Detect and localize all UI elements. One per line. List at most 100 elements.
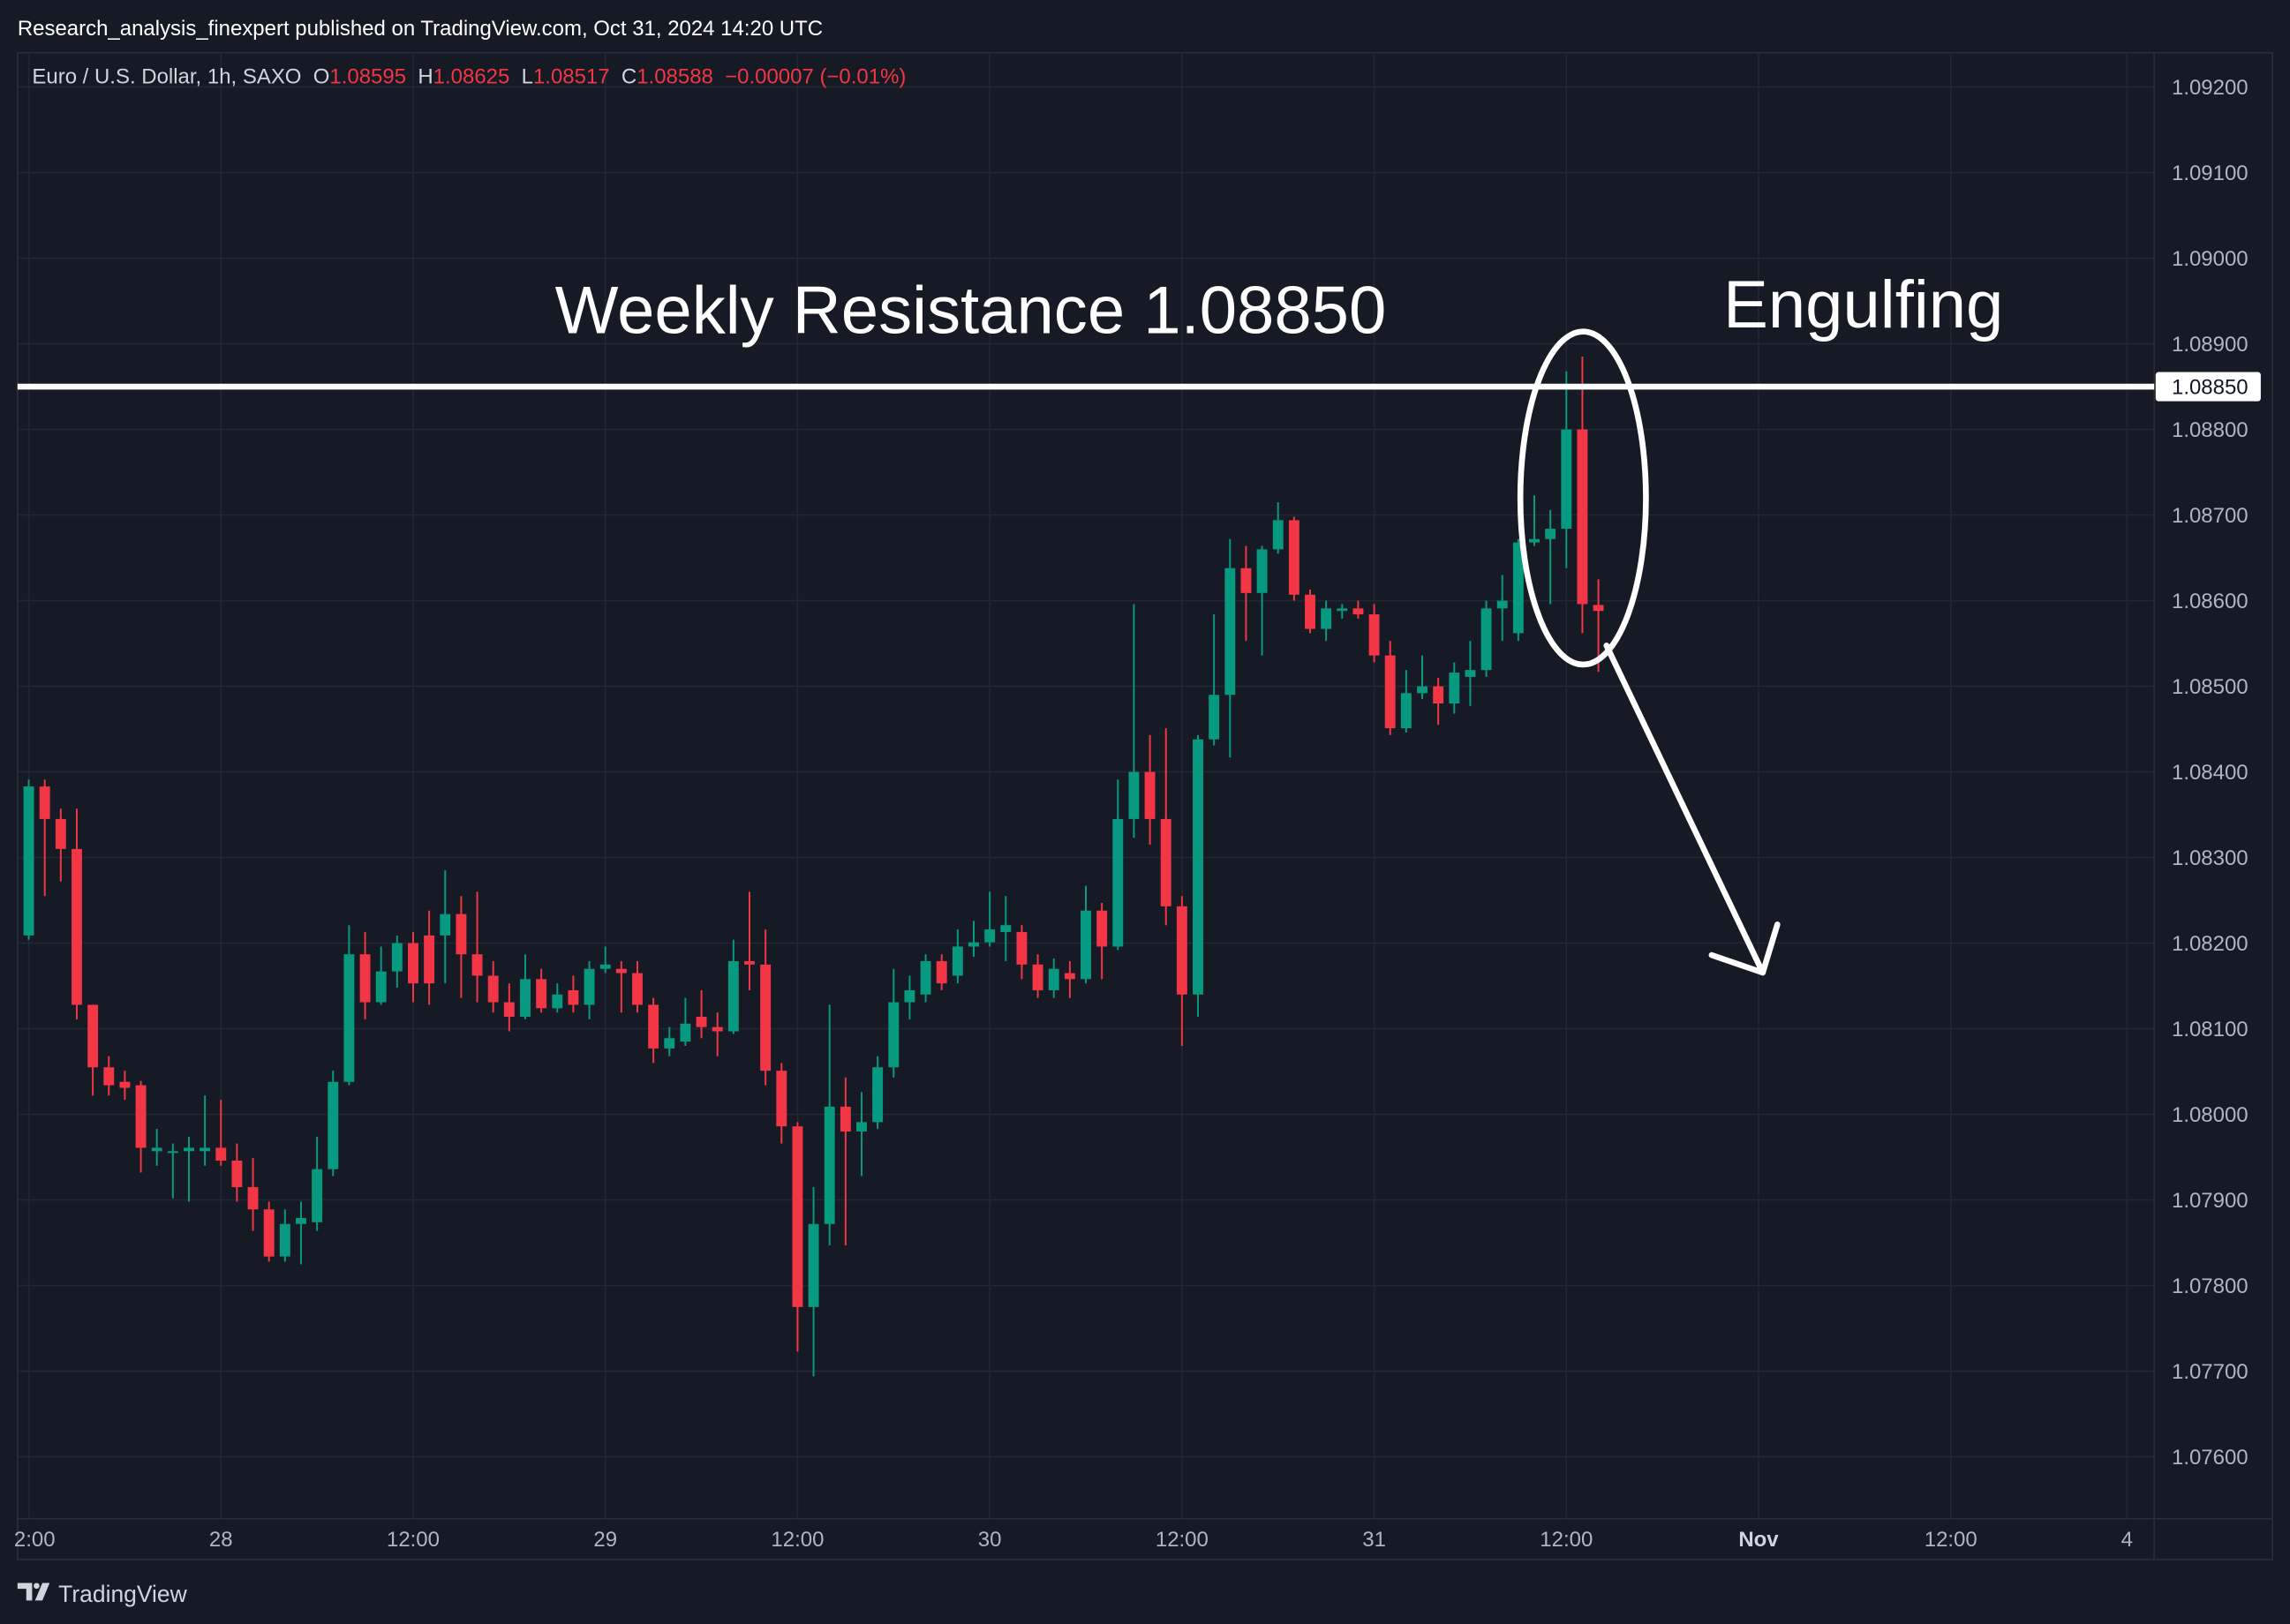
- candle-body: [231, 1160, 243, 1188]
- resistance-label-box: [2155, 372, 2261, 402]
- candle-body: [1272, 520, 1284, 550]
- engulfing-annotation: Engulfing: [1723, 267, 2003, 342]
- symbol-legend: Euro / U.S. Dollar, 1h, SAXO O1.08595 H1…: [32, 64, 906, 88]
- x-tick-label: 30: [978, 1528, 1002, 1552]
- candle-body: [103, 1067, 115, 1086]
- ohlc-value: 1.08517: [533, 64, 610, 88]
- candle-body: [167, 1151, 178, 1154]
- publish-title: Research_analysis_finexpert published on…: [18, 17, 823, 41]
- candle-body: [424, 935, 435, 984]
- candle-body: [1577, 429, 1588, 605]
- logo-icon: [17, 1583, 50, 1601]
- candle-body: [712, 1026, 723, 1032]
- candle-body: [487, 975, 499, 1003]
- candle-body: [696, 1017, 707, 1027]
- candle-body: [904, 989, 915, 1003]
- change: −0.00007 (−0.01%): [725, 64, 906, 88]
- y-tick-label: 1.08000: [2172, 1103, 2249, 1127]
- candle-body: [215, 1147, 227, 1161]
- candle-body: [1096, 910, 1108, 947]
- candle-body: [1048, 968, 1059, 990]
- x-tick-label: 12:00: [387, 1528, 440, 1552]
- candle-body: [1465, 670, 1476, 677]
- candle-body: [408, 943, 418, 984]
- candle-body: [296, 1217, 306, 1224]
- candle-body: [1305, 594, 1315, 629]
- grid: [17, 52, 2155, 1519]
- y-tick-label: 1.08900: [2172, 333, 2249, 357]
- candle-body: [1176, 906, 1187, 995]
- engulfing-ellipse: [1517, 328, 1649, 668]
- candle-body: [1240, 568, 1252, 593]
- candle-body: [888, 1002, 900, 1068]
- candle-body: [1400, 693, 1412, 729]
- candle-body: [840, 1106, 851, 1132]
- y-tick-label: 1.09100: [2172, 162, 2249, 185]
- candle-body: [1032, 964, 1043, 990]
- x-tick-label: 4: [2121, 1528, 2133, 1552]
- candle-body: [119, 1081, 131, 1088]
- candle-body: [23, 786, 34, 936]
- candle-body: [776, 1071, 787, 1127]
- candle-body: [184, 1147, 194, 1152]
- y-tick-label: 1.08700: [2172, 504, 2249, 528]
- x-tick-label: 12:00: [3, 1528, 56, 1552]
- candle-body: [615, 968, 627, 974]
- x-tick-label: 12:00: [1925, 1528, 1977, 1552]
- candle-body: [599, 964, 611, 969]
- candle-body: [792, 1126, 803, 1307]
- candle-body: [343, 954, 355, 1082]
- brand-logo: TradingView: [17, 1581, 188, 1607]
- candle-body: [1561, 429, 1572, 530]
- candle-body: [135, 1085, 147, 1148]
- candle-body: [1016, 931, 1028, 965]
- y-tick-label: 1.08200: [2172, 932, 2249, 956]
- candle-body: [1512, 542, 1524, 634]
- candle-body: [328, 1081, 339, 1169]
- ohlc-value: 1.08595: [329, 64, 406, 88]
- candle-body: [1529, 538, 1540, 543]
- candle-body: [584, 968, 595, 1005]
- candle-body: [727, 960, 739, 1032]
- ohlc-label: C: [621, 64, 637, 88]
- candle-body: [471, 954, 483, 976]
- y-tick-label: 1.08600: [2172, 590, 2249, 613]
- symbol: Euro / U.S. Dollar, 1h, SAXO: [32, 64, 301, 88]
- y-tick-label: 1.09200: [2172, 76, 2249, 100]
- y-tick-label: 1.08300: [2172, 846, 2249, 870]
- candle-body: [503, 1002, 515, 1018]
- y-tick-label: 1.07700: [2172, 1360, 2249, 1384]
- candle-body: [200, 1147, 211, 1152]
- x-tick-label: 12:00: [1540, 1528, 1593, 1552]
- candle-body: [1449, 673, 1460, 703]
- candle-body: [375, 971, 387, 1003]
- candle-body: [1144, 771, 1156, 819]
- candle-body: [1256, 549, 1268, 593]
- candle-body: [856, 1122, 867, 1132]
- candle-body: [552, 994, 563, 1009]
- candle-body: [1337, 608, 1348, 612]
- candle-body: [664, 1038, 675, 1049]
- candle-body: [936, 960, 947, 984]
- candle-body: [872, 1067, 884, 1123]
- arrow-head: [1708, 921, 1781, 976]
- candle-body: [1321, 608, 1332, 629]
- ohlc-value: 1.08588: [637, 64, 713, 88]
- y-tick-label: 1.07900: [2172, 1189, 2249, 1213]
- candle-body: [1209, 695, 1220, 740]
- candle-body: [520, 979, 531, 1018]
- candle-body: [1384, 655, 1396, 729]
- candle-body: [568, 989, 579, 1005]
- candle-body: [1193, 739, 1203, 995]
- candle-body: [87, 1004, 99, 1068]
- candle-body: [744, 960, 755, 965]
- candle-body: [1128, 771, 1140, 819]
- ohlc-label: H: [418, 64, 433, 88]
- candle-body: [1593, 605, 1604, 612]
- candle-body: [1064, 973, 1075, 980]
- candle-body: [1433, 686, 1444, 703]
- candle-body: [279, 1223, 290, 1257]
- candle-body: [1545, 529, 1556, 539]
- ohlc-label: L: [522, 64, 533, 88]
